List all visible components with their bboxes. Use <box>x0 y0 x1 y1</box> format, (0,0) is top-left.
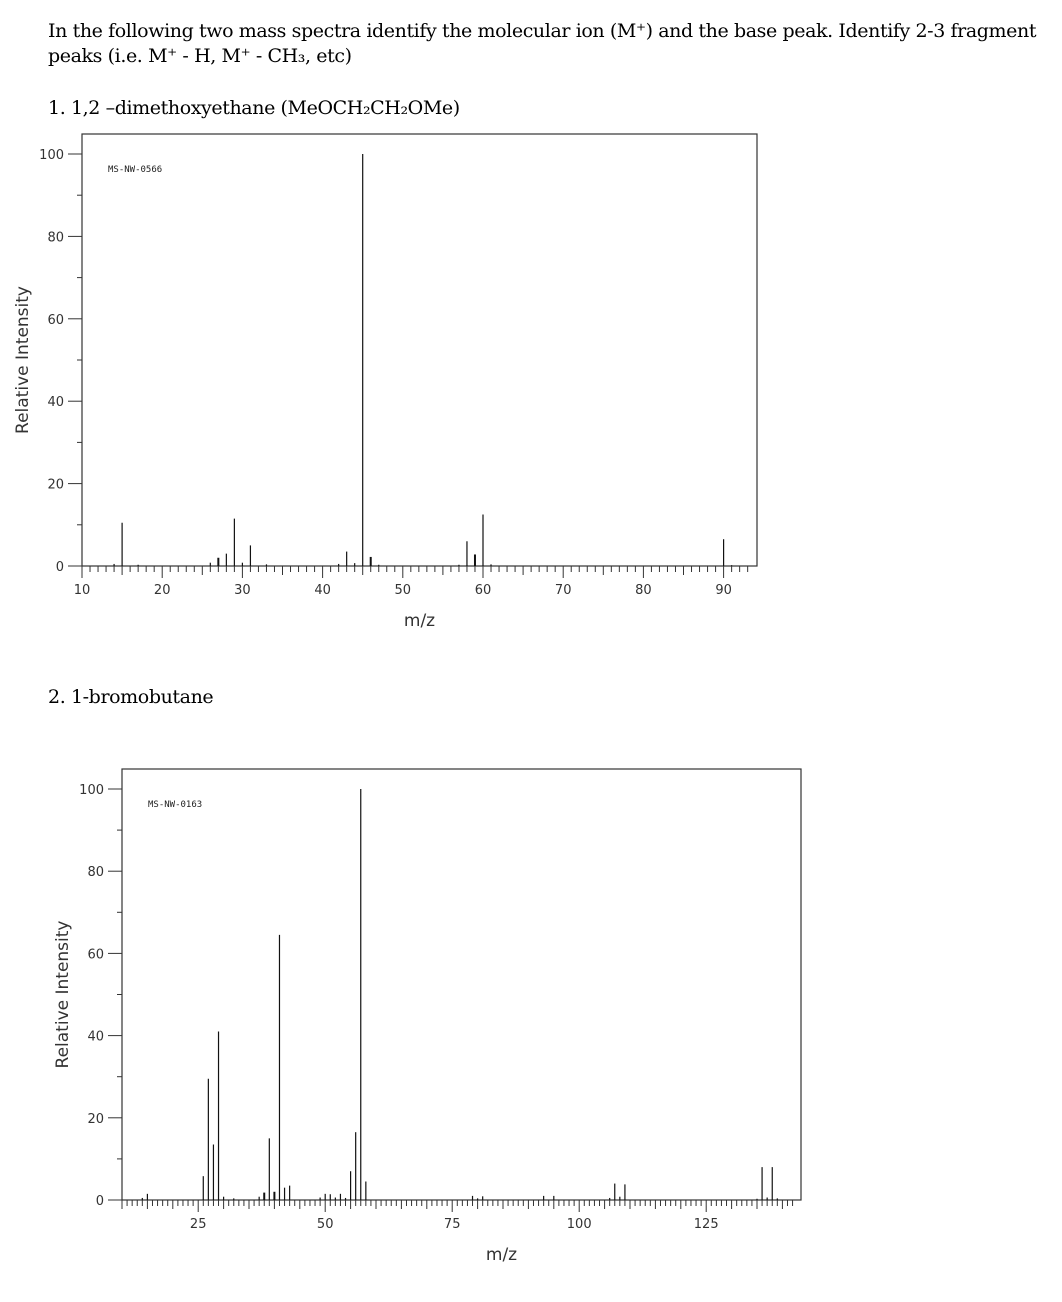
y-axis-title: Relative Intensity <box>53 921 73 1069</box>
spectrum-code: MS-NW-0566 <box>108 165 162 175</box>
spectrum-plot-1: 0 20 40 60 80 100 10 20 30 40 50 60 70 80 90 MS-NW-0566… <box>13 133 758 631</box>
x-tick-label: 30 <box>234 583 251 598</box>
item2-heading: 2. 1-bromobutane <box>48 686 214 708</box>
mass-spectrum-1: 0 20 40 60 80 100 10 20 30 40 50 60 70 80 90 MS-NW-0566… <box>0 120 780 640</box>
x-tick-label: 50 <box>317 1217 334 1232</box>
y-axis-title: Relative Intensity <box>13 286 33 434</box>
mass-spectrum-2: 0 20 40 60 80 100 25 50 75 100 125 MS-NW-0163 m/z Rel… <box>0 760 820 1280</box>
question-text-line1: In the following two mass spectra identi… <box>48 20 1037 42</box>
y-tick-label: 0 <box>96 1194 104 1209</box>
y-tick-label: 100 <box>39 148 64 163</box>
plot-frame <box>121 768 802 1201</box>
x-tick-label: 60 <box>475 583 492 598</box>
x-tick-label: 100 <box>567 1217 592 1232</box>
plot-frame <box>81 133 758 567</box>
y-tick-label: 20 <box>47 478 64 493</box>
x-tick-label: 20 <box>154 583 171 598</box>
x-tick-label: 50 <box>395 583 412 598</box>
y-tick-label: 80 <box>87 865 104 880</box>
y-tick-label: 0 <box>56 560 64 575</box>
x-tick-label: 80 <box>635 583 652 598</box>
x-tick-label: 125 <box>694 1217 719 1232</box>
y-tick-label: 40 <box>47 395 64 410</box>
x-tick-label: 10 <box>74 583 91 598</box>
y-tick-label: 20 <box>87 1112 104 1127</box>
x-axis-title: m/z <box>486 1245 517 1265</box>
x-tick-label: 40 <box>314 583 331 598</box>
spectrum-plot-2: 0 20 40 60 80 100 25 50 75 100 125 MS-NW-0163 m/z Rel… <box>53 768 802 1265</box>
x-tick-label: 75 <box>444 1217 461 1232</box>
y-tick-label: 60 <box>47 313 64 328</box>
x-axis-title: m/z <box>404 611 435 631</box>
x-tick-label: 25 <box>190 1217 207 1232</box>
spectrum-code: MS-NW-0163 <box>148 800 202 810</box>
y-tick-label: 40 <box>87 1030 104 1045</box>
question-text-line2: peaks (i.e. M⁺ - H, M⁺ - CH₃, etc) <box>48 45 352 67</box>
y-tick-label: 60 <box>87 947 104 962</box>
y-tick-label: 80 <box>47 230 64 245</box>
item1-heading: 1. 1,2 –dimethoxyethane (MeOCH₂CH₂OMe) <box>48 97 460 119</box>
x-tick-label: 90 <box>715 583 732 598</box>
y-tick-label: 100 <box>79 783 104 798</box>
x-tick-label: 70 <box>555 583 572 598</box>
